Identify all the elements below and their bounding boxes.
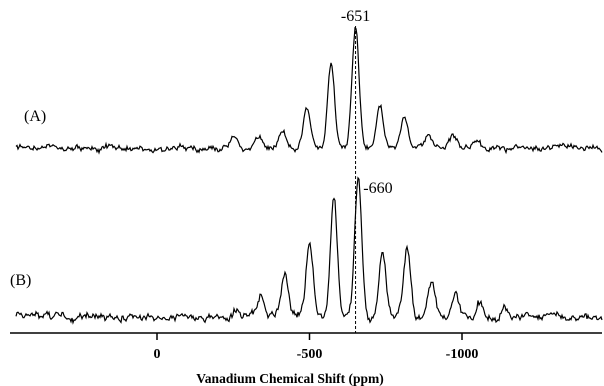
peak-label-a: -651 xyxy=(341,8,370,25)
spectrum-trace-b xyxy=(15,176,603,325)
x-tick-label: -500 xyxy=(297,347,323,362)
spectra-traces xyxy=(15,26,603,325)
spectrum-trace-a xyxy=(15,26,603,155)
x-tick-label: -1000 xyxy=(446,347,479,362)
x-axis-title: Vanadium Chemical Shift (ppm) xyxy=(196,371,383,386)
series-label-b: (B) xyxy=(10,272,31,289)
x-tick-label: 0 xyxy=(154,347,161,362)
peak-labels: (A) -651 (B) -660 xyxy=(10,8,393,289)
x-axis-ticks: 0 -500 -1000 xyxy=(154,333,479,362)
series-label-a: (A) xyxy=(24,108,46,125)
peak-label-b: -660 xyxy=(363,180,392,197)
